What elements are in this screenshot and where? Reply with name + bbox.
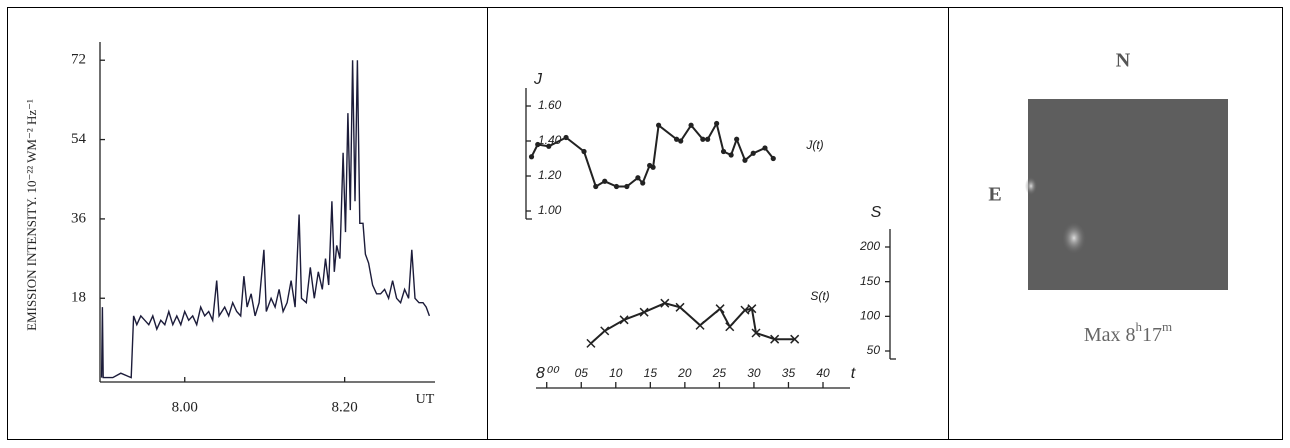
point (728, 152, 734, 158)
point (715, 304, 725, 314)
bright-spot (1062, 222, 1086, 254)
x-axis-label: t (851, 365, 856, 382)
point (747, 304, 757, 314)
caption-part: m (1162, 319, 1172, 334)
photo (1025, 99, 1228, 290)
x-tick-label: 30 (747, 366, 761, 380)
y-axis-label: S (871, 204, 882, 221)
point (650, 164, 656, 170)
point (734, 136, 740, 142)
point (700, 136, 706, 142)
x-tick-label: 8.20 (332, 399, 358, 415)
y-tick-label: 72 (71, 52, 86, 68)
point (619, 315, 629, 325)
y-axis-label: EMISSION INTENSITY. 10⁻²² WM⁻² Hz⁻¹ (24, 99, 39, 331)
point (673, 136, 680, 142)
point (740, 305, 750, 315)
x-tick-label: 35 (782, 366, 796, 380)
point (790, 334, 800, 344)
point (640, 180, 646, 186)
x-tick-label: 05 (575, 366, 589, 380)
point (528, 154, 535, 160)
caption-part: Max 8 (1084, 324, 1136, 346)
y-tick-label: 50 (867, 343, 881, 357)
x-tick-label: 10 (609, 366, 623, 380)
point (762, 145, 768, 151)
point (593, 183, 599, 190)
x-tick-label: 25 (712, 366, 727, 380)
y-tick-label: 1.20 (538, 168, 562, 182)
y-tick-label: 1.60 (538, 98, 562, 112)
point (660, 298, 670, 308)
y-tick-label: 36 (71, 210, 87, 226)
point (613, 183, 620, 190)
point (714, 120, 720, 127)
bright-spot (1025, 177, 1037, 195)
east-label: E (988, 184, 1001, 206)
north-label: N (1116, 50, 1131, 72)
point (750, 150, 756, 156)
x-tick-label: 40 (816, 366, 830, 380)
point (770, 334, 780, 344)
point (563, 134, 569, 141)
x-tick-label: 20 (677, 366, 692, 380)
point (546, 143, 552, 149)
point (639, 307, 649, 317)
point (742, 157, 748, 163)
figure-border (7, 7, 1283, 440)
y-tick-label: 1.00 (538, 203, 562, 217)
point (688, 122, 694, 128)
point (656, 122, 662, 128)
series-line (530, 120, 775, 188)
point (720, 148, 727, 155)
point (586, 338, 596, 348)
emission-line (100, 60, 431, 379)
y-tick-label: 100 (860, 309, 880, 323)
point (725, 322, 735, 332)
y-tick-label: 18 (71, 290, 86, 306)
point (695, 320, 705, 330)
x-axis-label: UT (416, 392, 435, 407)
caption: Max 8h17m (1084, 319, 1172, 346)
x-tick-label: 15 (644, 366, 658, 380)
point (602, 178, 608, 184)
caption-part: 17 (1142, 324, 1162, 346)
point (678, 138, 684, 144)
y-tick-label: 200 (859, 239, 880, 253)
point (535, 141, 541, 148)
series-label: J(t) (805, 138, 823, 152)
point (770, 155, 776, 162)
series-label: S(t) (810, 289, 829, 303)
point (600, 326, 610, 336)
x-tick-label: 8.00 (172, 399, 198, 415)
point (705, 136, 711, 142)
y-tick-label: 54 (71, 131, 87, 147)
series-line (590, 302, 795, 345)
sky-image (1028, 99, 1228, 290)
point (635, 175, 641, 181)
x-tick-label: 8⁰⁰ (536, 365, 560, 382)
y-tick-label: 150 (860, 274, 880, 288)
caption-part: h (1136, 319, 1143, 334)
point (751, 328, 761, 338)
point (581, 148, 587, 155)
point (624, 183, 630, 190)
y-axis-label: J (533, 71, 543, 88)
point (675, 302, 685, 312)
